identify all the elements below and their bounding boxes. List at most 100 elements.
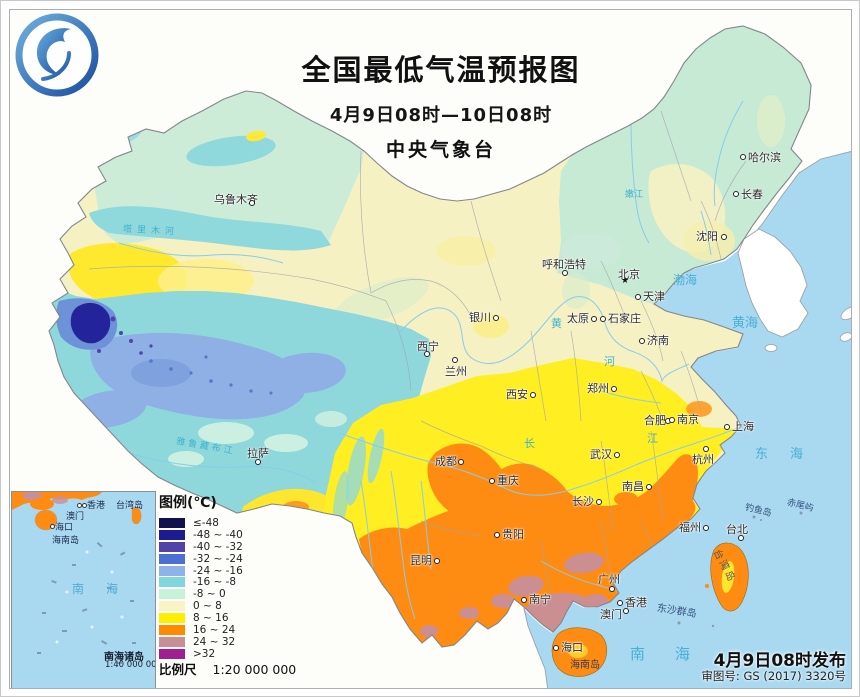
south-china-sea-inset: 香港 台湾岛 澳门 海口 海南岛 南海 南海诸岛 1:40 000 000 bbox=[11, 491, 156, 689]
inset-scale: 1:40 000 000 bbox=[105, 660, 156, 670]
city-wuhan: 武汉 bbox=[590, 446, 620, 462]
legend-swatch bbox=[159, 624, 185, 635]
legend-row: -48 ~ -40 bbox=[159, 529, 243, 541]
legend-row: ≤-48 bbox=[159, 517, 243, 529]
legend-swatch bbox=[159, 589, 185, 600]
city-fuzhou: 福州 bbox=[679, 519, 709, 535]
city-kunming: 昆明 bbox=[410, 552, 440, 568]
city-xining: 西宁 bbox=[417, 338, 439, 357]
city-nanchang: 南昌 bbox=[622, 478, 652, 494]
legend-row: -40 ~ -32 bbox=[159, 541, 243, 553]
capital-star-icon: ★ bbox=[621, 276, 630, 286]
hainan-island-label: 海南岛 bbox=[570, 660, 600, 671]
city-hohhot: 呼和浩特 bbox=[542, 256, 586, 276]
legend-swatch bbox=[159, 613, 185, 624]
legend-swatch bbox=[159, 636, 185, 647]
city-taipei: 台北 bbox=[726, 521, 748, 541]
legend-row: 16 ~ 24 bbox=[159, 624, 243, 636]
city-tianjin: 天津 bbox=[635, 288, 665, 304]
city-lanzhou: 兰州 bbox=[445, 357, 467, 379]
publish-time: 4月9日08时发布 bbox=[713, 651, 846, 671]
china-outline bbox=[48, 25, 812, 648]
legend-row: -16 ~ -8 bbox=[159, 576, 243, 588]
legend-row: 8 ~ 16 bbox=[159, 612, 243, 624]
city-hongkong: 香港 bbox=[617, 594, 647, 610]
legend-row: -32 ~ -24 bbox=[159, 553, 243, 565]
legend-swatch bbox=[159, 541, 185, 552]
city-nanjing: 南京 bbox=[669, 411, 699, 427]
inset-hainan-label: 海南岛 bbox=[52, 536, 80, 546]
scale-label: 比例尺 bbox=[159, 662, 197, 677]
inset-hongkong-label: 香港 bbox=[87, 501, 106, 511]
city-hefei: 合肥 bbox=[644, 412, 671, 428]
city-changchun: 长春 bbox=[733, 186, 763, 202]
inset-macau-label: 澳门 bbox=[66, 512, 85, 522]
legend-row: -8 ~ 0 bbox=[159, 588, 243, 600]
city-hangzhou: 杭州 bbox=[692, 446, 714, 467]
yellow-sea-label: 黄海 bbox=[732, 316, 759, 331]
nenjiang-river-label: 嫩江 bbox=[625, 190, 644, 200]
city-lhasa: 拉萨 bbox=[247, 445, 269, 465]
inset-taiwan-label: 台湾岛 bbox=[116, 501, 144, 511]
yellow-river-label-2: 河 bbox=[604, 355, 615, 368]
bohai-sea-label: 渤海 bbox=[673, 273, 698, 287]
legend-title: 图例(℃) bbox=[159, 495, 217, 511]
city-zhengzhou: 郑州 bbox=[587, 380, 617, 396]
city-jinan: 济南 bbox=[639, 332, 669, 348]
japan-island bbox=[840, 305, 852, 321]
inset-title: 南海诸岛 bbox=[104, 652, 144, 663]
taiwan-island bbox=[705, 542, 749, 612]
city-nanning: 南宁 bbox=[521, 591, 551, 607]
legend-row: 0 ~ 8 bbox=[159, 600, 243, 612]
legend-swatch bbox=[159, 553, 185, 564]
city-changsha: 长沙 bbox=[572, 493, 602, 509]
city-guiyang: 贵阳 bbox=[494, 526, 524, 542]
agency-name: 中央气象台 bbox=[385, 139, 497, 161]
city-chongqing: 重庆 bbox=[489, 472, 519, 488]
korea-peninsula bbox=[737, 228, 809, 338]
map-approval-number: 审图号: GS (2017) 3320号 bbox=[701, 669, 846, 683]
city-taiyuan: 太原 bbox=[567, 310, 597, 326]
legend-swatch bbox=[159, 529, 185, 540]
map-scale: 比例尺 1:20 000 000 bbox=[159, 659, 296, 678]
legend-swatch bbox=[159, 601, 185, 612]
page-title: 全国最低气温预报图 bbox=[301, 53, 581, 87]
city-shanghai: 上海 bbox=[724, 418, 754, 434]
city-haikou: 海口 bbox=[553, 639, 583, 655]
city-yinchuan: 银川 bbox=[469, 309, 499, 325]
jeju-island bbox=[764, 344, 778, 352]
east-sea-label: 东海 bbox=[755, 447, 826, 462]
legend-swatch bbox=[159, 517, 185, 528]
yangtze-label-1: 长 bbox=[524, 437, 535, 450]
scale-value: 1:20 000 000 bbox=[212, 662, 297, 677]
yellow-river-label-1: 黄 bbox=[551, 317, 562, 330]
legend-row: -24 ~ -16 bbox=[159, 565, 243, 577]
inset-haikou-label: 海口 bbox=[55, 523, 74, 533]
city-beijing: 北京 ★ bbox=[618, 268, 640, 286]
inset-south-sea-label: 南海 bbox=[72, 582, 141, 596]
hainan-island bbox=[551, 627, 607, 677]
south-sea-label: 南海 bbox=[630, 645, 721, 663]
city-xian: 西安 bbox=[506, 386, 536, 402]
small-islands bbox=[677, 511, 803, 628]
inset-hk-dot bbox=[77, 503, 82, 508]
forecast-period: 4月9日08时—10日08时 bbox=[329, 105, 553, 126]
legend-swatch bbox=[159, 565, 185, 576]
legend-swatch bbox=[159, 648, 185, 659]
city-haerbin: 哈尔滨 bbox=[740, 149, 781, 165]
city-macau: 澳门 bbox=[600, 606, 629, 622]
legend-swatch bbox=[159, 577, 185, 588]
legend-row: 24 ~ 32 bbox=[159, 636, 243, 648]
city-shijiazhuang: 石家庄 bbox=[600, 310, 641, 326]
legend-row: >32 bbox=[159, 648, 243, 660]
yangtze-label-2: 江 bbox=[647, 432, 658, 445]
inset-macau-dot bbox=[82, 503, 87, 508]
city-guangzhou: 广州 bbox=[598, 571, 620, 592]
city-urumqi: 乌鲁木齐 bbox=[214, 193, 258, 206]
cma-logo bbox=[15, 13, 99, 97]
legend: 图例(℃) ≤-48 -48 ~ -40 -40 ~ -32 -32 ~ -24… bbox=[159, 492, 243, 660]
city-shenyang: 沈阳 bbox=[696, 228, 727, 244]
inset-haikou-dot bbox=[50, 524, 55, 529]
city-chengdu: 成都 bbox=[435, 453, 464, 469]
